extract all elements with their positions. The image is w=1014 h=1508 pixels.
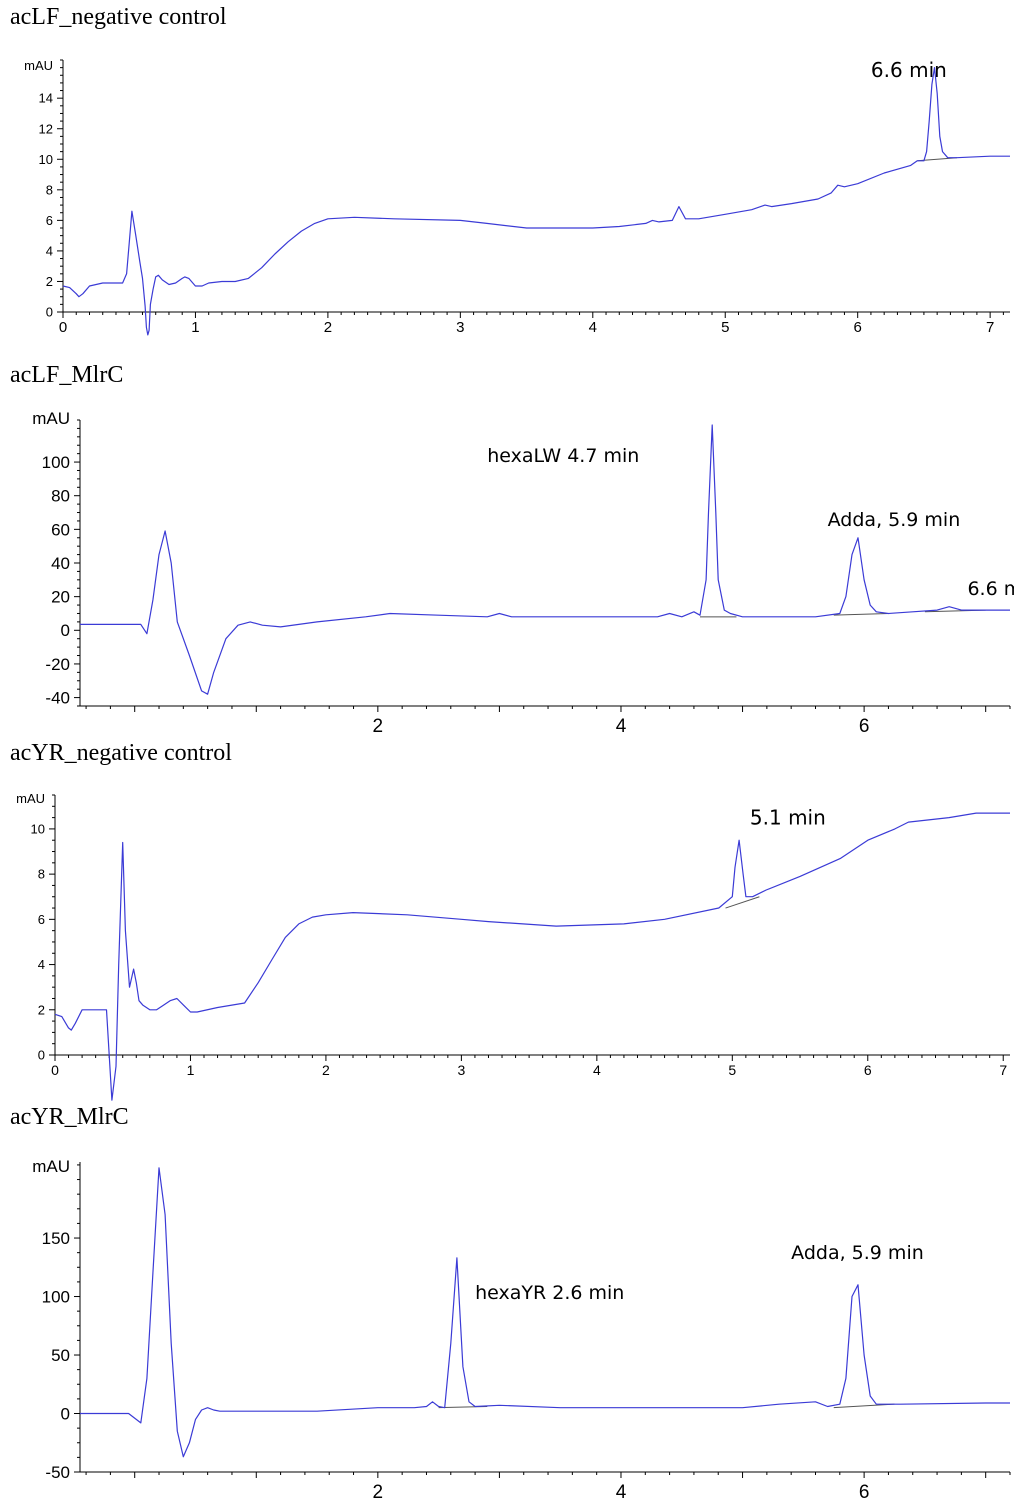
- y-tick-label: 4: [46, 243, 53, 258]
- chromatogram-acLF-MlrC: 2 4 6 -40 -20 0 20 40 60 80 100 mAU hexaLW 4.7 min Ad…: [32, 409, 1014, 737]
- peak-annotation: hexaLW 4.7 min: [487, 445, 639, 467]
- chart-title-2: acLF_MlrC: [10, 362, 124, 388]
- x-tick-label: 1: [191, 319, 199, 336]
- peak-annotation: 6.6 min: [871, 58, 947, 82]
- y-axis-label: mAU: [32, 1157, 70, 1176]
- x-tick-label: 6: [859, 716, 870, 737]
- chromatogram-trace: [54, 812, 1010, 1101]
- chromatogram-trace: [80, 1167, 1010, 1458]
- y-tick-label: 40: [51, 554, 70, 573]
- y-tick-label: 8: [38, 867, 45, 882]
- peak-annotation: hexaYR 2.6 min: [475, 1282, 624, 1304]
- peak-annotation: 6.6 min: [967, 578, 1014, 600]
- chart-title-4: acYR_MlrC: [10, 1104, 129, 1130]
- peak-annotation: 5.1 min: [750, 805, 826, 829]
- integration-baseline: [725, 896, 760, 909]
- y-tick-label: 6: [38, 912, 45, 927]
- x-tick-label: 4: [616, 1482, 627, 1503]
- chart-title-3: acYR_negative control: [10, 740, 232, 766]
- chart-title-1: acLF_negative control: [10, 4, 227, 30]
- y-tick-label: 2: [38, 1002, 45, 1017]
- y-tick-label: 6: [46, 213, 53, 228]
- x-tick-label: 1: [187, 1062, 195, 1078]
- y-tick-label: 8: [46, 182, 53, 197]
- y-axis-label: mAU: [16, 791, 45, 806]
- y-tick-label: 0: [46, 305, 53, 320]
- x-tick-label: 2: [373, 1482, 384, 1503]
- x-tick-label: 7: [986, 319, 994, 336]
- x-tick-label: 2: [324, 319, 332, 336]
- integration-baseline: [833, 612, 889, 616]
- x-tick-label: 3: [457, 1062, 465, 1078]
- y-tick-label: 0: [61, 621, 70, 640]
- y-tick-label: 80: [51, 487, 70, 506]
- peak-annotation: Adda, 5.9 min: [791, 1242, 924, 1264]
- y-tick-label: 60: [51, 520, 70, 539]
- y-tick-label: 12: [39, 121, 53, 136]
- x-tick-label: 0: [51, 1062, 59, 1078]
- x-tick-label: 6: [864, 1062, 872, 1078]
- y-tick-label: -50: [45, 1463, 70, 1482]
- y-tick-label: 0: [38, 1048, 45, 1063]
- y-axis-label: mAU: [24, 58, 53, 73]
- x-tick-label: 3: [456, 319, 464, 336]
- x-tick-label: 6: [854, 319, 862, 336]
- y-tick-label: -20: [45, 655, 70, 674]
- chromatogram-trace: [62, 67, 1010, 336]
- x-tick-label: 5: [721, 319, 729, 336]
- x-tick-label: 5: [728, 1062, 736, 1078]
- x-tick-label: 2: [373, 716, 384, 737]
- y-tick-label: 10: [39, 152, 53, 167]
- x-tick-label: 4: [589, 319, 597, 336]
- y-tick-label: 2: [46, 274, 53, 289]
- y-tick-label: 4: [38, 957, 45, 972]
- y-tick-label: 100: [42, 453, 70, 472]
- y-tick-label: 50: [51, 1346, 70, 1365]
- x-tick-label: 7: [999, 1062, 1007, 1078]
- y-tick-label: 20: [51, 588, 70, 607]
- y-tick-label: 150: [42, 1229, 70, 1248]
- chromatogram-trace: [80, 424, 1010, 695]
- x-tick-label: 4: [593, 1062, 601, 1078]
- y-tick-label: 100: [42, 1287, 70, 1306]
- y-tick-label: -40: [45, 689, 70, 708]
- y-tick-label: 10: [31, 821, 45, 836]
- y-axis-label: mAU: [32, 409, 70, 428]
- x-tick-label: 6: [859, 1482, 870, 1503]
- y-tick-label: 14: [39, 91, 53, 106]
- chromatogram-acYR-negative-control: 0 1 2 3 4 5 6 7 0 2 4 6 8 10 mAU 5.1 min: [16, 791, 1010, 1101]
- peak-annotation: Adda, 5.9 min: [828, 509, 961, 531]
- y-tick-label: 0: [61, 1404, 70, 1423]
- x-tick-label: 0: [59, 319, 67, 336]
- x-tick-label: 2: [322, 1062, 330, 1078]
- x-tick-label: 4: [616, 716, 627, 737]
